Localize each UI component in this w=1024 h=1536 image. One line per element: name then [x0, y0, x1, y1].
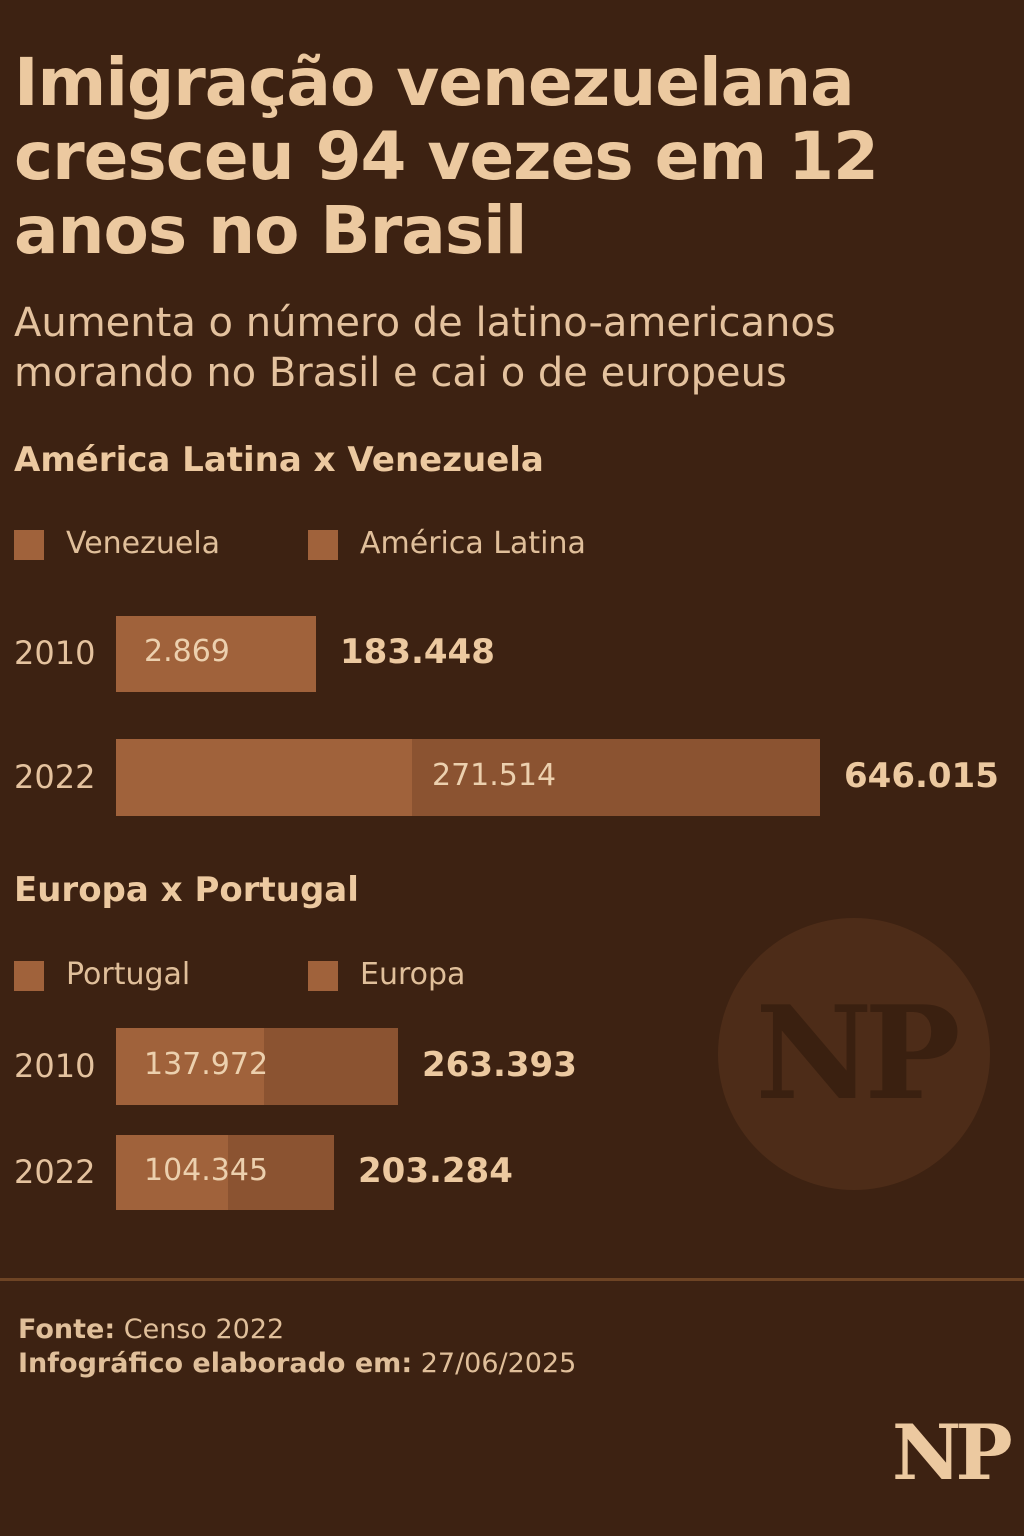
footer-date: Infográfico elaborado em: 27/06/2025 — [18, 1348, 576, 1379]
watermark-seal: NP — [718, 918, 990, 1190]
np-logo: NP — [892, 1408, 1013, 1497]
legend-label-portugal: Portugal — [66, 957, 191, 992]
bar-total-value-2022: 646.015 — [844, 755, 999, 796]
bar-part-value-2010: 137.972 — [144, 1046, 269, 1082]
legend-label-latin-america: América Latina — [360, 526, 586, 561]
footer-divider — [0, 1278, 1024, 1281]
category-label-2010: 2010 — [14, 1046, 96, 1085]
footer-source: Fonte: Censo 2022 — [18, 1314, 284, 1345]
page-subtitle: Aumenta o número de latino-americanos mo… — [14, 300, 836, 396]
legend-label-venezuela: Venezuela — [66, 526, 221, 561]
bar-part-value-2010: 2.869 — [144, 634, 230, 669]
chart-title-latin-america: América Latina x Venezuela — [14, 440, 544, 480]
legend-swatch-latin-america — [308, 530, 338, 560]
legend-swatch-venezuela — [14, 530, 44, 560]
footer-source-value: Censo 2022 — [123, 1314, 285, 1345]
bar-part-2022 — [116, 739, 412, 816]
bar-part-2022 — [116, 1135, 228, 1210]
bar-total-value-2010: 183.448 — [340, 632, 495, 672]
bar-part-2010 — [116, 1028, 264, 1105]
category-label-2022: 2022 — [14, 757, 96, 796]
watermark-text: NP — [755, 979, 960, 1129]
legend-swatch-europe — [308, 961, 338, 991]
bar-part-value-2022: 271.514 — [432, 757, 557, 793]
footer-date-label: Infográfico elaborado em: — [18, 1348, 413, 1379]
legend-label-europe: Europa — [360, 957, 466, 992]
legend-swatch-portugal — [14, 961, 44, 991]
footer-date-value: 27/06/2025 — [420, 1348, 577, 1379]
page-title: Imigração venezuelana cresceu 94 vezes e… — [14, 44, 879, 269]
category-label-2022: 2022 — [14, 1152, 96, 1191]
footer-source-label: Fonte: — [18, 1314, 116, 1345]
bar-part-2010 — [116, 616, 316, 692]
bar-total-value-2022: 203.284 — [358, 1150, 513, 1191]
bar-total-value-2010: 263.393 — [422, 1044, 577, 1085]
bar-part-value-2022: 104.345 — [144, 1152, 269, 1188]
category-label-2010: 2010 — [14, 634, 96, 672]
chart-title-europe: Europa x Portugal — [14, 870, 359, 910]
